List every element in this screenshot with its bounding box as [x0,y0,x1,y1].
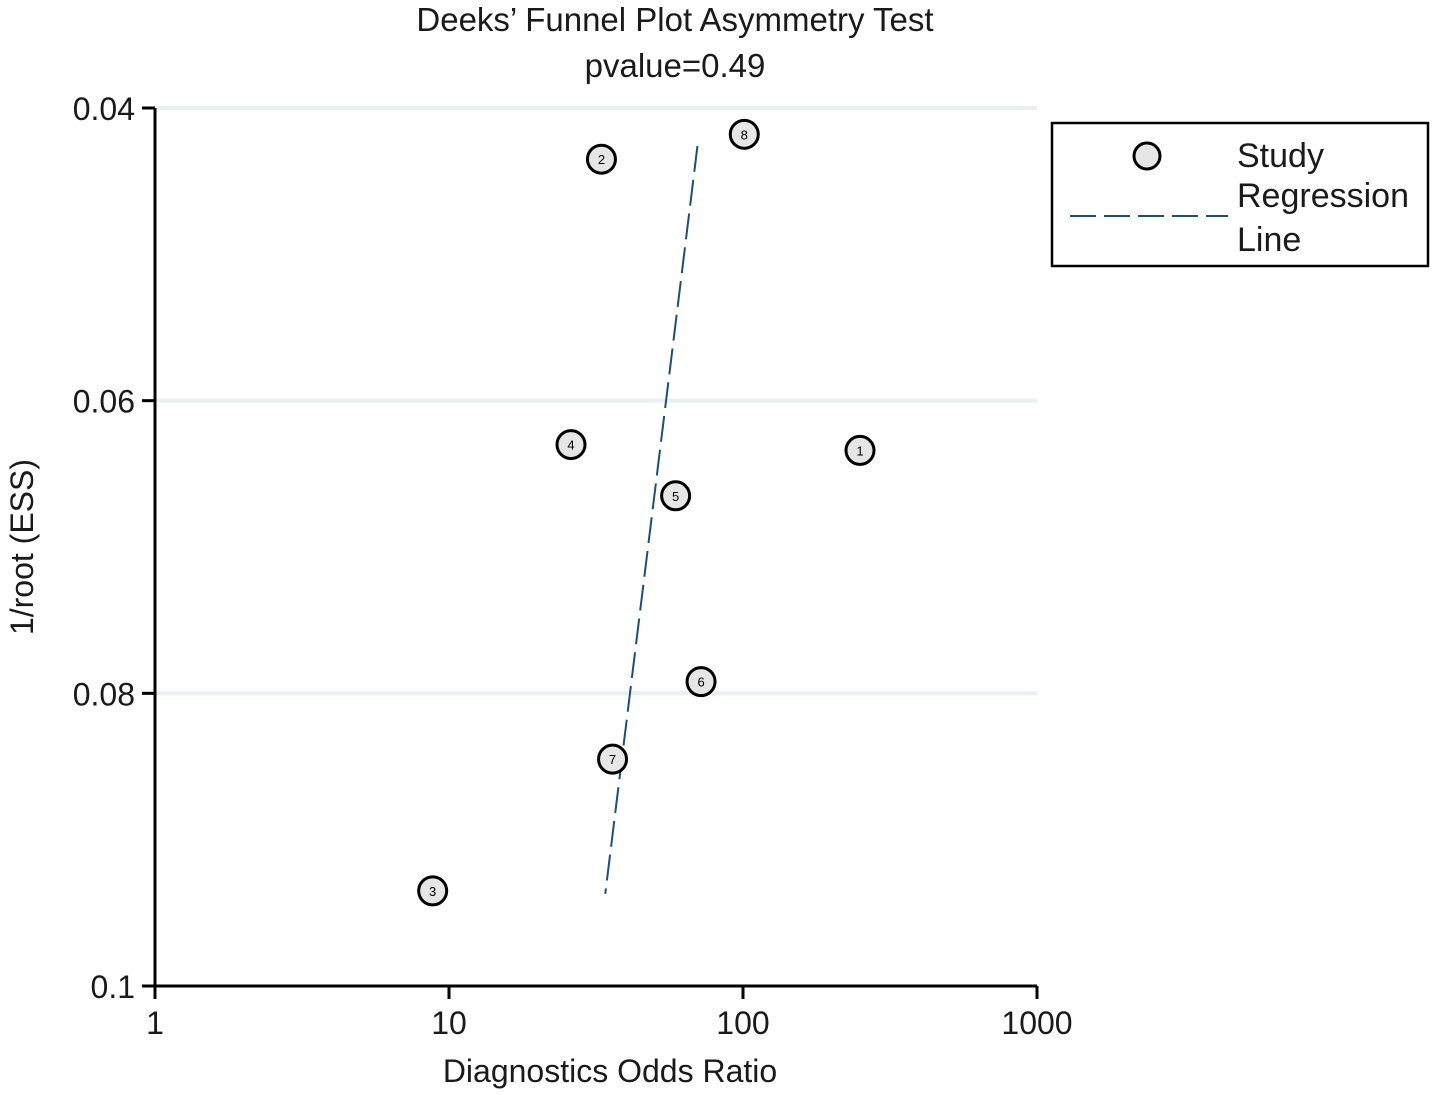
study-marker-4 [555,429,587,461]
study-label-2: 2 [598,152,605,167]
study-points: 1 2 3 4 5 6 7 8 [417,118,876,907]
chart-subtitle: pvalue=0.49 [585,47,766,84]
study-point-1: 1 [844,434,876,466]
study-marker-6 [685,666,717,698]
study-point-3: 3 [417,875,449,907]
regression-line-segment [604,145,699,894]
study-point-7: 7 [597,743,629,775]
x-tick-label-3: 1000 [1001,1005,1072,1041]
legend-box [1050,121,1430,268]
study-label-8: 8 [741,127,748,142]
x-axis-ticks: 1 10 100 1000 [146,986,1073,1041]
study-point-2: 2 [585,143,617,175]
x-tick-label-1: 10 [431,1005,467,1041]
study-label-6: 6 [697,675,704,690]
study-label-3: 3 [429,884,436,899]
study-label-5: 5 [672,489,679,504]
x-tick-label-2: 100 [716,1005,769,1041]
study-label-1: 1 [856,443,863,458]
x-axis-label: Diagnostics Odds Ratio [443,1053,777,1089]
gridlines [155,106,1037,696]
study-marker-7 [597,743,629,775]
study-point-4: 4 [555,429,587,461]
study-marker-2 [585,143,617,175]
legend-study-marker [1132,141,1162,171]
y-tick-label-0: 0.04 [73,91,135,127]
legend-regression-label-line2: Line [1237,221,1301,259]
y-axis-label: 1/root (ESS) [4,459,40,635]
y-tick-label-2: 0.08 [73,676,135,712]
y-tick-label-3: 0.1 [91,969,135,1005]
axes [153,108,1037,988]
study-marker-1 [844,434,876,466]
study-marker-5 [660,480,692,512]
legend-regression-label: Regression [1237,177,1409,215]
y-tick-label-1: 0.06 [73,384,135,420]
study-label-4: 4 [567,438,574,453]
study-label-7: 7 [609,752,616,767]
y-axis-ticks: 0.04 0.06 0.08 0.1 [73,91,155,1005]
legend-study-label: Study [1237,137,1324,175]
study-marker-3 [417,875,449,907]
study-point-6: 6 [685,666,717,698]
study-marker-8 [728,118,760,150]
study-point-8: 8 [728,118,760,150]
x-tick-label-0: 1 [146,1005,164,1041]
legend: Study Regression Line [1050,121,1430,268]
regression-line [604,145,699,894]
chart-title: Deeks’ Funnel Plot Asymmetry Test [416,1,933,38]
study-point-5: 5 [660,480,692,512]
